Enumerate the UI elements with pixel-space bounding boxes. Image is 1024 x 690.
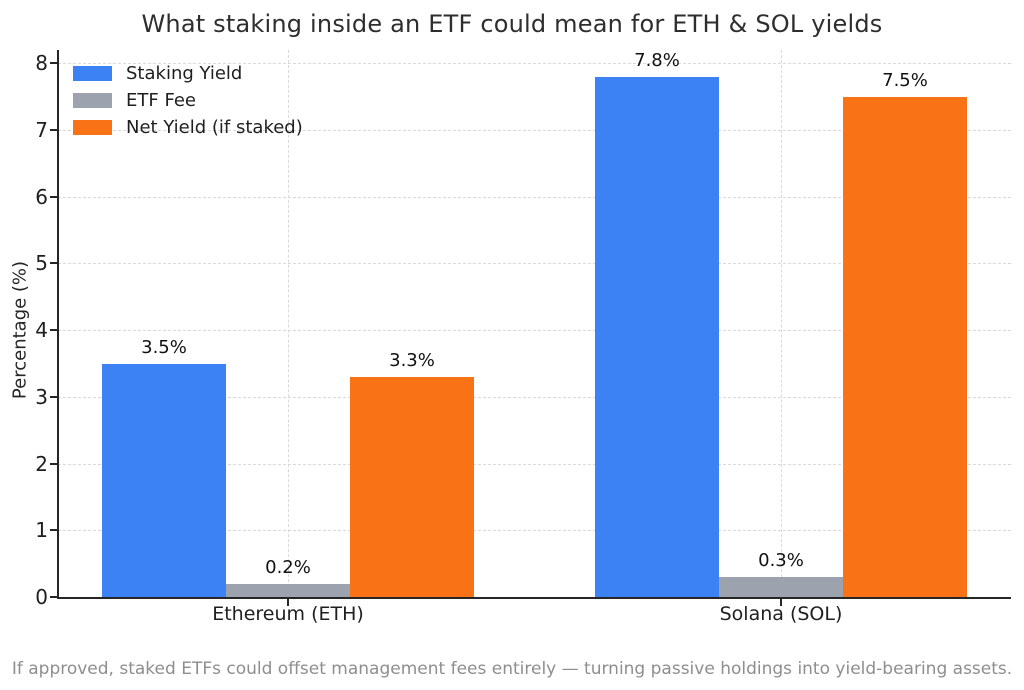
x-tick: [780, 599, 782, 606]
legend-label: ETF Fee: [126, 90, 196, 111]
gridline-horizontal: [58, 463, 1011, 465]
legend-label: Net Yield (if staked): [126, 117, 303, 138]
y-tick: [50, 596, 57, 598]
bar: [102, 363, 226, 597]
y-tick-label: 2: [35, 451, 48, 476]
y-tick: [50, 262, 57, 265]
x-tick-label: Solana (SOL): [719, 603, 843, 625]
x-axis-line: [57, 597, 1011, 599]
gridline-horizontal: [58, 530, 1011, 532]
bar: [843, 96, 967, 597]
y-tick: [50, 62, 57, 65]
y-tick: [50, 462, 57, 465]
bar-value-label: 0.3%: [758, 549, 804, 571]
gridline-horizontal: [58, 330, 1011, 332]
bar-value-label: 7.8%: [634, 49, 680, 71]
legend-label: Staking Yield: [126, 63, 243, 84]
y-tick-label: 1: [35, 518, 48, 543]
gridline-vertical: [288, 50, 289, 597]
gridline-horizontal: [58, 263, 1011, 265]
legend-swatch: [73, 66, 112, 81]
y-tick: [50, 529, 57, 532]
bar-value-label: 3.5%: [141, 336, 187, 358]
gridline-horizontal: [58, 196, 1011, 198]
legend-item: Staking Yield: [73, 60, 303, 87]
bar-value-label: 3.3%: [389, 349, 435, 371]
legend-item: Net Yield (if staked): [73, 114, 303, 141]
legend-swatch: [73, 93, 112, 108]
y-tick: [50, 329, 57, 332]
legend-swatch: [73, 120, 112, 135]
bar: [719, 576, 843, 597]
bar: [226, 583, 350, 597]
gridline-vertical: [781, 50, 782, 597]
bar: [350, 376, 474, 597]
gridline-horizontal: [58, 396, 1011, 398]
y-tick: [50, 195, 57, 198]
legend: Staking Yield ETF Fee Net Yield (if staked…: [73, 60, 303, 141]
x-tick: [287, 599, 289, 606]
x-tick-label: Ethereum (ETH): [212, 603, 364, 625]
gridline-horizontal: [58, 130, 1011, 132]
y-tick-label: 0: [35, 585, 48, 609]
bar-value-label: 7.5%: [882, 69, 928, 91]
y-tick-label: 5: [35, 251, 48, 276]
y-tick-label: 8: [35, 51, 48, 76]
bar-value-label: 0.2%: [265, 556, 311, 578]
y-axis-line: [57, 50, 59, 599]
y-tick: [50, 395, 57, 398]
gridline-horizontal: [58, 63, 1011, 65]
y-tick-label: 3: [35, 384, 48, 409]
y-tick-label: 6: [35, 184, 48, 209]
chart-title: What staking inside an ETF could mean fo…: [141, 10, 883, 38]
legend-item: ETF Fee: [73, 87, 303, 114]
chart-footnote: If approved, staked ETFs could offset ma…: [11, 659, 1013, 679]
bar: [595, 76, 719, 597]
y-tick-label: 4: [35, 318, 48, 343]
y-tick-label: 7: [35, 118, 48, 143]
y-tick: [50, 129, 57, 132]
